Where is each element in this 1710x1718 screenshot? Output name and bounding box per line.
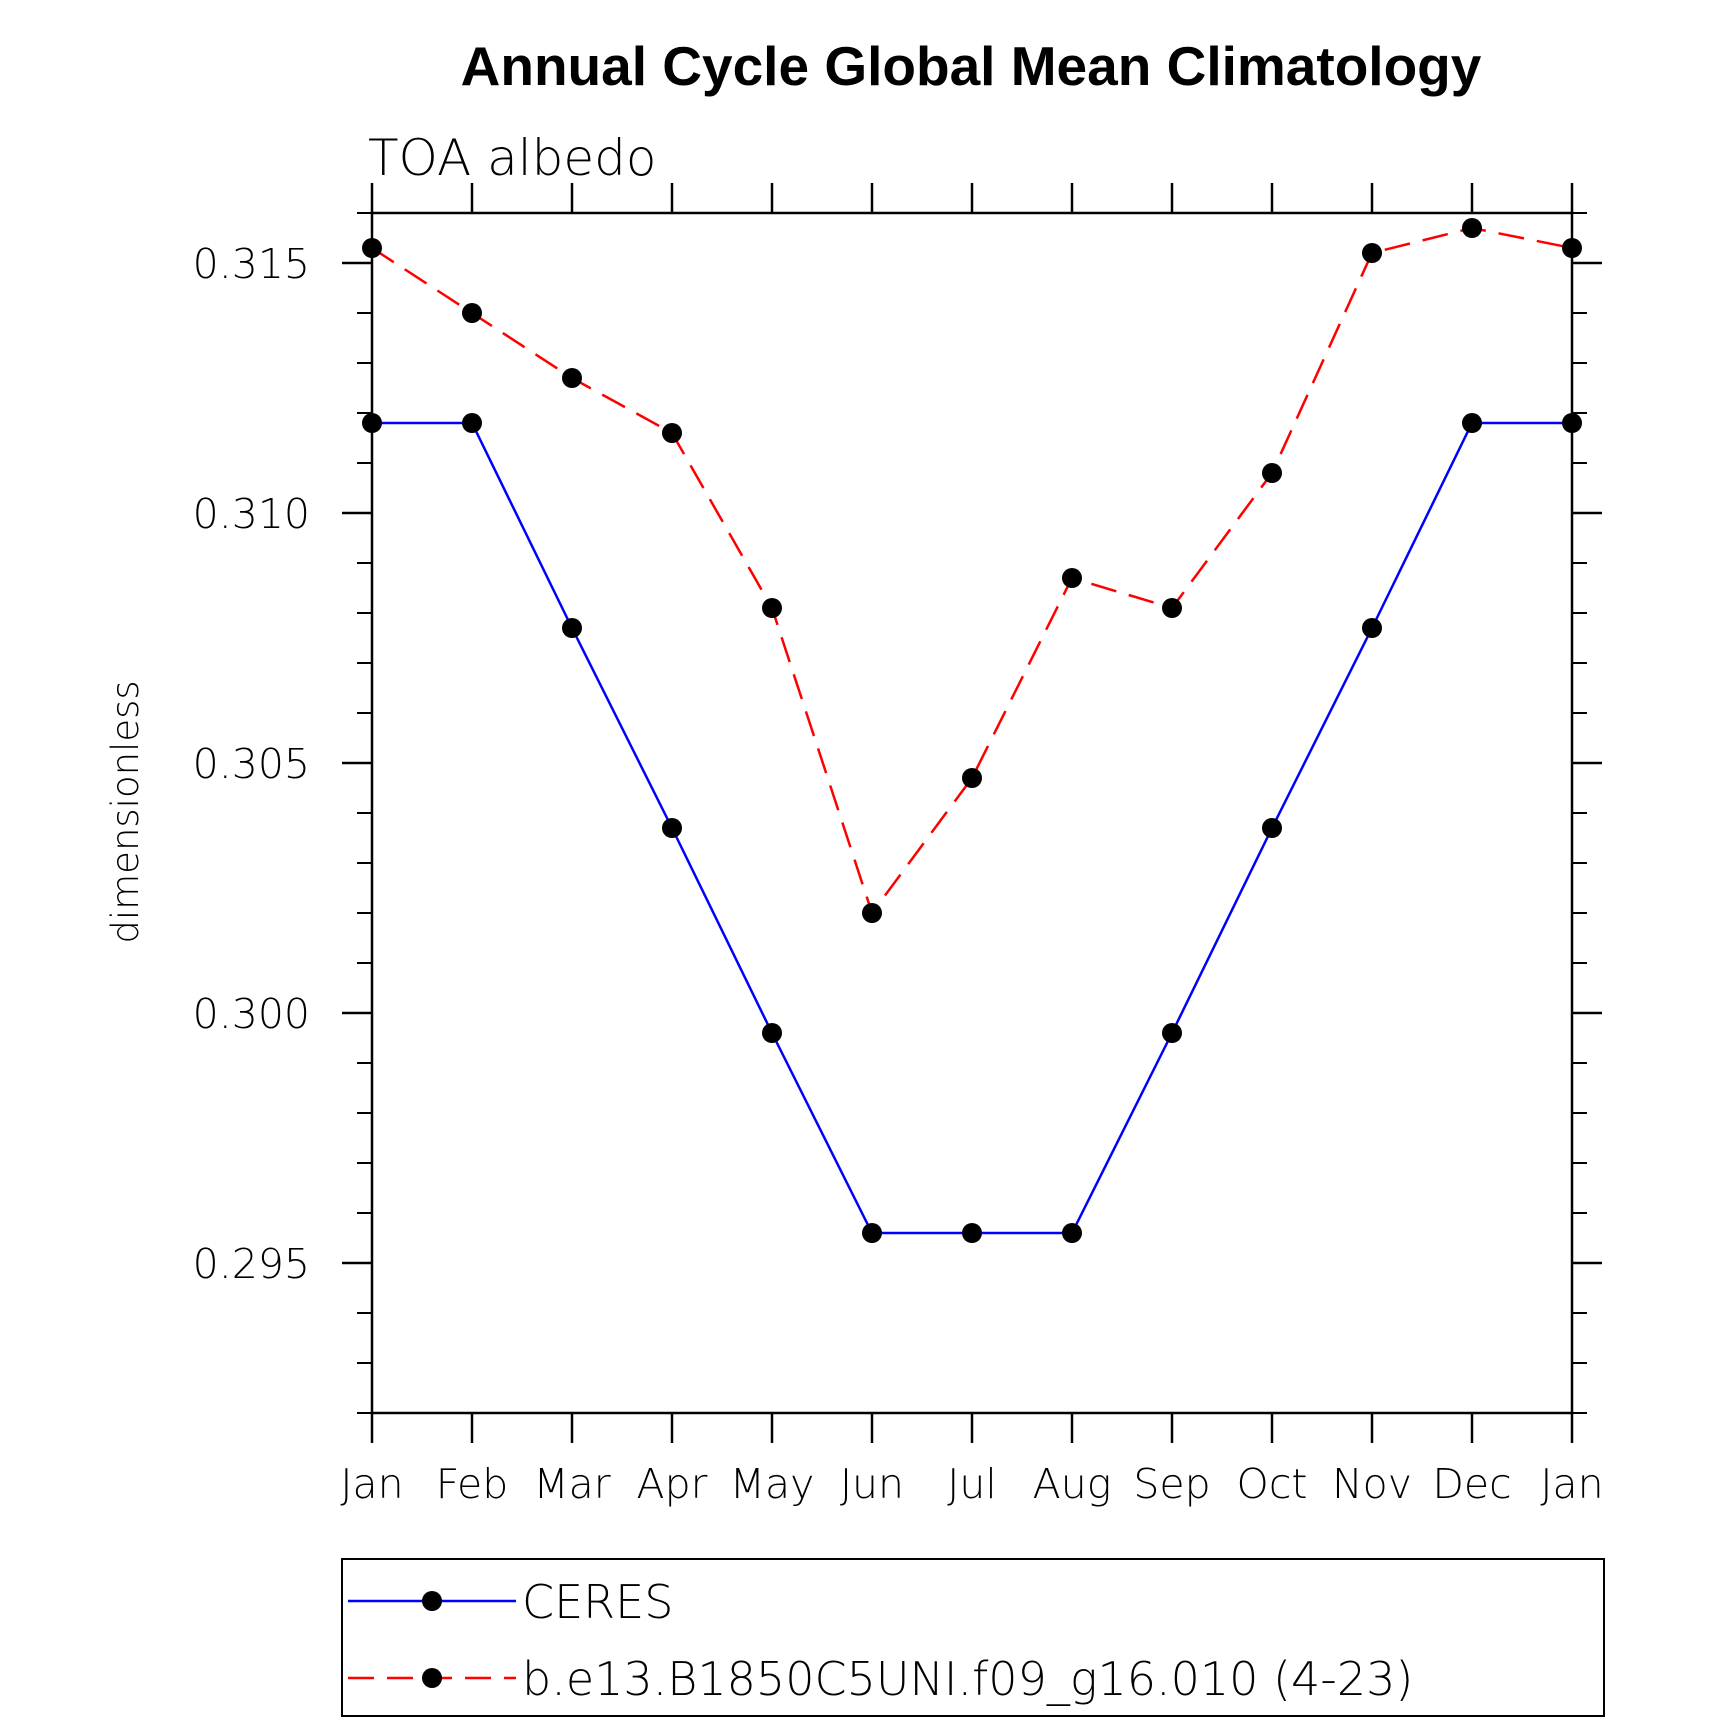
legend-marker-1 — [422, 1668, 442, 1688]
series-1-point — [562, 368, 582, 388]
x-tick-label: May — [730, 1460, 815, 1508]
series-1-point — [1462, 218, 1482, 238]
chart-subtitle: TOA albedo — [368, 129, 656, 187]
legend-marker-0 — [422, 1591, 442, 1611]
series-0-point — [862, 1223, 882, 1243]
series-line-0 — [372, 421, 1572, 1235]
series-1-point — [462, 303, 482, 323]
x-tick-label: Dec — [1432, 1460, 1511, 1508]
legend-box — [341, 1558, 1605, 1717]
series-1-point — [1162, 598, 1182, 618]
y-tick-label: 0.300 — [193, 990, 310, 1038]
x-tick-label: Jul — [947, 1460, 996, 1508]
series-1-point — [1262, 463, 1282, 483]
x-tick-label: Nov — [1332, 1460, 1412, 1508]
plot-area: Jan Feb Mar Apr May Jun Jul Aug Sep Oct Nov Dec Jan 0… — [193, 183, 1604, 1508]
series-0-point — [1362, 618, 1382, 638]
series-0-point — [662, 818, 682, 838]
series-0-point — [562, 618, 582, 638]
series-1-point — [362, 238, 382, 258]
series-0-point — [1562, 413, 1582, 433]
series-0-point — [1062, 1223, 1082, 1243]
x-tick-label: Feb — [436, 1460, 509, 1508]
series-0-point — [362, 413, 382, 433]
series-0-point — [462, 413, 482, 433]
series-0-point — [1162, 1023, 1182, 1043]
legend-label-1: b.e13.B1850C5UNI.f09_g16.010 (4-23) — [522, 1652, 1413, 1706]
y-axis-label: dimensionless — [104, 680, 147, 943]
series-1-point — [862, 903, 882, 923]
y-tick-label: 0.305 — [193, 740, 310, 788]
series-0-point — [1262, 818, 1282, 838]
series-1-point — [1062, 568, 1082, 588]
x-tick-label: Mar — [533, 1460, 610, 1508]
series-1-point — [962, 768, 982, 788]
chart-title: Annual Cycle Global Mean Climatology — [461, 35, 1482, 97]
x-tick-label: Apr — [637, 1460, 708, 1508]
series-1-point — [1362, 243, 1382, 263]
legend-label-0: CERES — [522, 1575, 673, 1629]
series-0-point — [1462, 413, 1482, 433]
series-0-point — [962, 1223, 982, 1243]
x-tick-label: Jan — [340, 1460, 403, 1508]
y-tick-label: 0.315 — [193, 240, 310, 288]
series-1-point — [662, 423, 682, 443]
series-1-point — [762, 598, 782, 618]
x-tick-label: Oct — [1237, 1460, 1308, 1508]
series-line-1 — [371, 226, 1573, 916]
x-tick-label: Jan — [1540, 1460, 1603, 1508]
x-tick-label: Aug — [1033, 1460, 1112, 1508]
x-tick-label: Sep — [1133, 1460, 1210, 1508]
legend: CERES b.e13.B1850C5UNI.f09_g16.010 (4-23) — [341, 1558, 1605, 1717]
series-1-point — [1562, 238, 1582, 258]
y-tick-label: 0.310 — [193, 490, 310, 538]
y-tick-label: 0.295 — [193, 1240, 310, 1288]
series-0-point — [762, 1023, 782, 1043]
x-tick-label: Jun — [840, 1460, 904, 1508]
